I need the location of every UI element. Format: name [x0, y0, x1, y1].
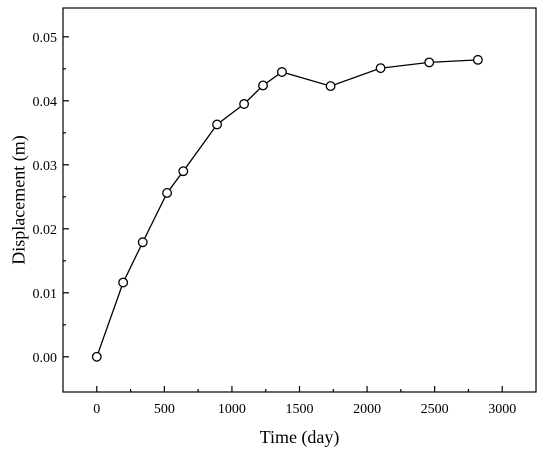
x-tick-label: 2500	[421, 402, 449, 417]
data-point	[258, 80, 268, 91]
data-point	[118, 277, 129, 288]
y-axis-title: Displacement (m)	[8, 135, 29, 264]
plot-frame	[62, 7, 537, 393]
y-axis: 0.00 0.01 0.02 0.03 0.04 0.05	[33, 31, 69, 366]
y-tick-label: 0.03	[33, 159, 58, 174]
y-tick-label: 0.01	[33, 287, 58, 302]
y-tick-label: 0.02	[33, 223, 58, 238]
data-point	[91, 351, 102, 362]
x-axis-title: Time (day)	[260, 427, 340, 448]
data-point	[472, 54, 483, 65]
data-point	[239, 99, 250, 109]
data-point	[162, 188, 173, 198]
x-axis: 0 500 1000 1500 2000 2500 3000	[93, 386, 516, 417]
y-tick-label: 0.04	[33, 95, 58, 110]
x-tick-label: 1500	[286, 402, 314, 417]
y-tick-label: 0.05	[33, 31, 58, 46]
data-point	[212, 119, 223, 130]
series-line	[96, 59, 478, 358]
data-point	[424, 57, 435, 68]
x-tick-label: 2000	[353, 402, 381, 417]
data-point	[276, 67, 287, 77]
x-tick-label: 500	[154, 402, 175, 417]
x-tick-label: 1000	[218, 402, 246, 417]
data-point	[375, 63, 386, 74]
plot-border	[62, 7, 537, 393]
data-point	[325, 81, 336, 92]
data-point	[137, 237, 148, 248]
data-point	[178, 166, 189, 177]
x-tick-label: 3000	[488, 402, 516, 417]
y-tick-label: 0.00	[33, 351, 58, 366]
x-tick-label: 0	[93, 402, 100, 417]
data-series	[91, 54, 483, 362]
